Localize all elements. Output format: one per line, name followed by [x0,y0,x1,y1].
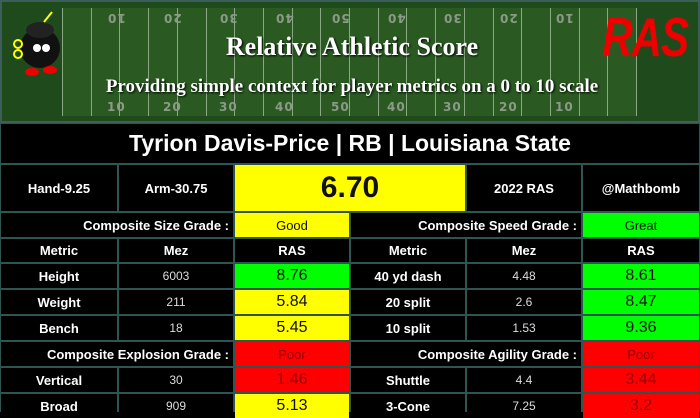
yard-number: 50 [331,100,350,114]
metric-ras: 8.61 [583,264,699,288]
yard-number: 40 [275,100,294,114]
metric-name: Vertical [1,368,117,392]
metric-ras: 3.44 [583,368,699,392]
yard-number: 20 [163,11,182,25]
header-metric: Metric [351,239,465,262]
metric-name: 3-Cone [351,394,465,418]
mascot-icon [13,11,60,76]
football-field: 10 10 20 20 30 30 40 40 50 50 40 40 30 30 20 20 10 10 [62,8,637,116]
metric-mez: 6003 [119,264,233,288]
metric-ras: 5.84 [235,290,349,314]
banner: 10 10 20 20 30 30 40 40 50 50 40 40 30 30 20 20 10 10 Rel… [0,0,700,123]
yard-number: 10 [555,100,574,114]
yard-line [320,8,322,116]
yard-number: 10 [107,11,126,25]
banner-subtitle: Providing simple context for player metr… [105,76,599,97]
ras-score: 6.70 [235,165,465,211]
size-grade-label: Composite Size Grade : [1,213,233,237]
yard-line [521,8,523,116]
metric-mez: 18 [119,316,233,340]
metric-name: 20 split [351,290,465,314]
metric-name: 40 yd dash [351,264,465,288]
metric-ras: 5.45 [235,316,349,340]
yard-line [492,8,494,116]
metric-name: Shuttle [351,368,465,392]
yard-line [148,8,150,116]
yard-line [636,8,637,116]
yard-number: 30 [443,100,462,114]
agility-grade-label: Composite Agility Grade : [351,342,581,366]
metric-ras: 5.13 [235,394,349,418]
yard-line [205,8,207,116]
yard-number: 30 [219,11,238,25]
metric-name: Bench [1,316,117,340]
stats-table: Tyrion Davis-Price | RB | Louisiana Stat… [0,123,700,418]
author-handle[interactable]: @Mathbomb [583,165,699,211]
yard-line [435,8,437,116]
yard-number: 30 [219,100,238,114]
yard-line [119,8,121,116]
banner-title: Relative Athletic Score [225,32,479,61]
yard-line [90,8,92,116]
header-ras: RAS [583,239,699,262]
metric-name: Broad [1,394,117,418]
metric-ras: 1.46 [235,368,349,392]
player-title: Tyrion Davis-Price | RB | Louisiana Stat… [1,124,699,163]
yard-line [62,8,63,116]
agility-grade: Poor [583,342,699,366]
yard-number: 40 [387,100,406,114]
yard-line [262,8,264,116]
header-metric: Metric [1,239,117,262]
speed-grade-label: Composite Speed Grade : [351,213,581,237]
metric-ras: 8.47 [583,290,699,314]
metric-mez: 30 [119,368,233,392]
yard-line [406,8,408,116]
yard-number: 50 [331,11,350,25]
metric-name: 10 split [351,316,465,340]
metric-name: Height [1,264,117,288]
yard-number: 20 [499,11,518,25]
yard-number: 30 [443,11,462,25]
metric-name: Weight [1,290,117,314]
metric-mez: 4.4 [467,368,581,392]
metric-mez: 7.25 [467,394,581,418]
yard-line [377,8,379,116]
yard-line [349,8,350,116]
header-ras: RAS [235,239,349,262]
yard-number: 20 [499,100,518,114]
metric-mez: 2.6 [467,290,581,314]
metric-ras: 8.76 [235,264,349,288]
metric-mez: 1.53 [467,316,581,340]
yard-line [578,8,580,116]
header-mez: Mez [119,239,233,262]
metric-mez: 211 [119,290,233,314]
metric-ras: 3.2 [583,394,699,418]
yard-line [176,8,178,116]
ras-logo: RAS [602,6,689,68]
hand-size: Hand-9.25 [1,165,117,211]
yard-number: 40 [275,11,294,25]
ras-year: 2022 RAS [467,165,581,211]
header-mez: Mez [467,239,581,262]
explosion-grade: Poor [235,342,349,366]
yard-number: 20 [163,100,182,114]
yard-number: 10 [555,11,574,25]
yard-line [291,8,293,116]
yard-line [234,8,236,116]
yard-line [463,8,465,116]
explosion-grade-label: Composite Explosion Grade : [1,342,233,366]
size-grade: Good [235,213,349,237]
yard-number: 40 [387,11,406,25]
yard-line [549,8,551,116]
arm-length: Arm-30.75 [119,165,233,211]
metric-mez: 909 [119,394,233,418]
metric-ras: 9.36 [583,316,699,340]
yard-line [607,8,609,116]
yard-number: 10 [107,100,126,114]
metric-mez: 4.48 [467,264,581,288]
speed-grade: Great [583,213,699,237]
